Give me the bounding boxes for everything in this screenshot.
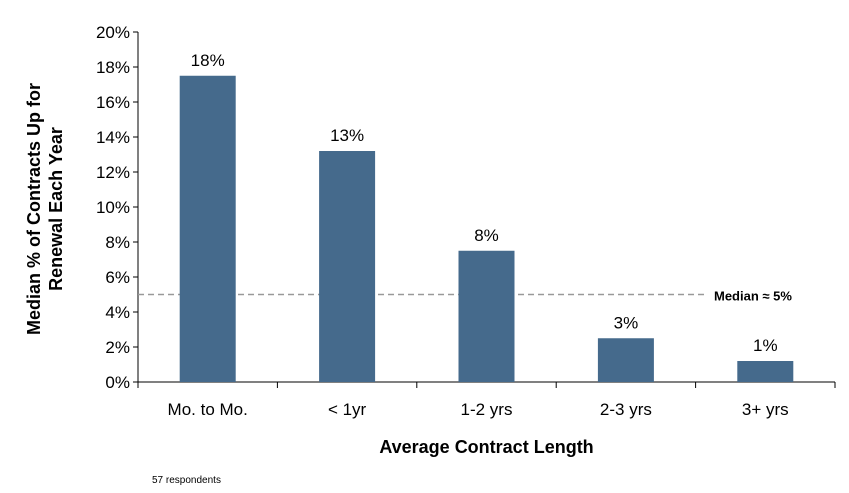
x-category-label: 3+ yrs <box>742 400 789 419</box>
y-tick-label: 6% <box>105 268 130 287</box>
data-labels: 18% 13% 8% 3% 1% <box>191 51 778 355</box>
respondents-footnote: 57 respondents <box>152 475 221 486</box>
y-tick-label: 18% <box>96 58 130 77</box>
bar-value-label: 1% <box>753 336 778 355</box>
y-tick-label: 2% <box>105 338 130 357</box>
y-tick-label: 4% <box>105 303 130 322</box>
y-tick-label: 12% <box>96 163 130 182</box>
bars <box>179 75 794 382</box>
bar-value-label: 8% <box>474 226 499 245</box>
median-label: Median ≈ 5% <box>714 289 792 304</box>
x-category-label: 2-3 yrs <box>600 400 652 419</box>
x-axis-title: Average Contract Length <box>379 437 593 457</box>
y-axis-title: Median % of Contracts Up for Renewal Each… <box>24 83 66 335</box>
x-category-label: < 1yr <box>328 400 367 419</box>
y-tick-label: 14% <box>96 128 130 147</box>
y-tick-label: 8% <box>105 233 130 252</box>
bar <box>597 338 654 382</box>
bar-value-label: 3% <box>614 313 639 332</box>
y-tick-label: 0% <box>105 373 130 392</box>
bar <box>319 151 376 382</box>
y-axis: 0% 2% 4% 6% 8% 10% 12% 14% 16% 18% 20% <box>96 23 139 392</box>
bar <box>737 361 794 382</box>
bar-value-label: 18% <box>191 51 225 70</box>
x-category-label: Mo. to Mo. <box>168 400 248 419</box>
bar <box>179 75 236 382</box>
x-axis: Mo. to Mo. < 1yr 1-2 yrs 2-3 yrs 3+ yrs <box>137 381 836 419</box>
bar-value-label: 13% <box>330 126 364 145</box>
y-tick-label: 10% <box>96 198 130 217</box>
y-tick-label: 20% <box>96 23 130 42</box>
x-category-label: 1-2 yrs <box>461 400 513 419</box>
y-tick-label: 16% <box>96 93 130 112</box>
bar <box>458 250 515 382</box>
